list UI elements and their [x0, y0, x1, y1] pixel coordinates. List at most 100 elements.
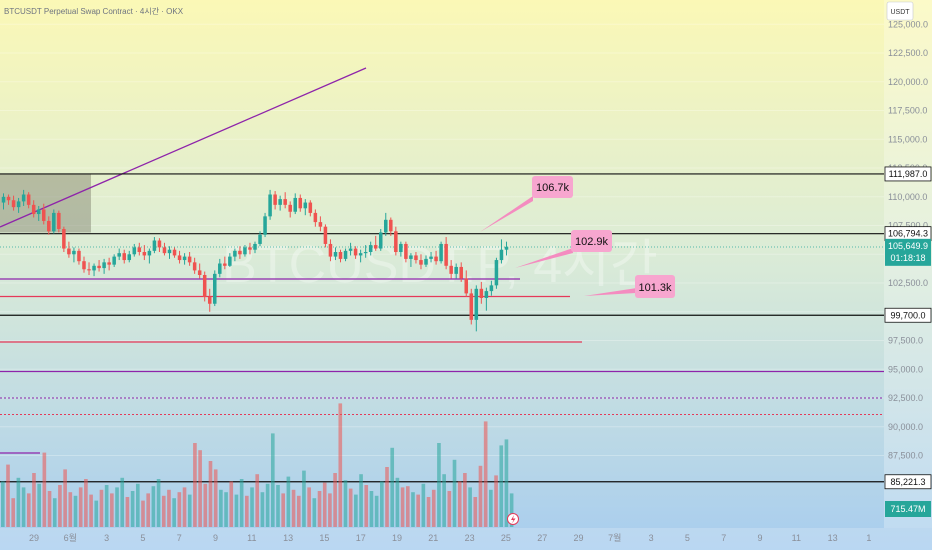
volume-bar: [99, 489, 104, 527]
countdown-label: 01:18:18: [890, 253, 925, 263]
volume-bar: [208, 461, 213, 527]
volume-bar: [47, 491, 52, 527]
currency-badge[interactable]: [886, 1, 914, 21]
price-tick-label: 122,500.0: [888, 48, 928, 58]
level-lines[interactable]: [0, 173, 884, 483]
candle-body: [57, 212, 61, 229]
volume-bar: [328, 493, 332, 527]
candle-body: [293, 197, 297, 212]
volume-bar: [63, 469, 67, 527]
volume-bar: [307, 487, 311, 527]
volume-bar: [364, 485, 369, 527]
volume-bar: [400, 487, 405, 527]
candle-body: [72, 250, 76, 255]
time-tick-label: 9: [757, 533, 762, 543]
volume-bar: [452, 459, 457, 527]
volume-bar: [203, 483, 208, 527]
candle-body: [238, 250, 242, 255]
time-tick-label: 29: [573, 533, 583, 543]
volume-bar: [504, 439, 509, 527]
callouts[interactable]: 106.7k 102.9k 101.3k: [480, 176, 675, 298]
currency-label: USDT: [890, 9, 910, 16]
volume-bar: [135, 483, 140, 527]
volume-bar: [426, 497, 431, 527]
price-axis[interactable]: USDT 125,000.0 122,500.0 120,000.0 117,500.…: [884, 0, 932, 528]
volume-bar: [161, 495, 166, 527]
candle-body: [26, 194, 31, 205]
volume-bar: [509, 493, 514, 527]
svg-text:101.3k: 101.3k: [638, 282, 672, 294]
candle-body: [343, 250, 348, 259]
time-axis[interactable]: 29 6월 3 5 7 9 11 13 15 17 19 21 23 25 27 29 7월 3 5 7 9 11 13 1: [0, 528, 932, 550]
volume-bar: [239, 479, 244, 527]
current-price-label: 105,649.9: [888, 241, 928, 251]
candle-body: [318, 222, 323, 227]
candle-body: [41, 209, 46, 221]
volume-bar: [73, 495, 78, 527]
time-tick-label: 7: [177, 533, 182, 543]
time-tick-label: 11: [247, 533, 256, 543]
candle-body: [273, 194, 277, 205]
volume-bar: [447, 491, 452, 527]
volume-bar: [431, 489, 436, 527]
volume-bar: [125, 497, 130, 527]
callout-102-9k[interactable]: 102.9k: [515, 230, 612, 268]
volume-bar: [281, 493, 285, 527]
time-tick-label: 25: [501, 533, 511, 543]
price-tick-label: 125,000.0: [888, 19, 928, 29]
candle-body: [414, 255, 418, 261]
candle-body: [449, 265, 453, 274]
candle-body: [303, 202, 308, 209]
level-price-label: 85,221.3: [890, 477, 925, 487]
volume-badge: [885, 501, 931, 517]
callout-101-3k[interactable]: 101.3k: [584, 275, 675, 298]
volume-bar: [390, 447, 395, 527]
candle-body: [338, 252, 343, 259]
grid-lines: [0, 23, 884, 457]
candle-body: [444, 243, 448, 266]
candle-body: [308, 202, 313, 213]
candle-body: [439, 243, 443, 262]
candle-body: [47, 220, 51, 232]
candle-body: [434, 256, 438, 262]
volume-bar: [52, 498, 57, 527]
volume-bar: [94, 500, 99, 527]
volume-bar: [494, 475, 498, 527]
candle-body: [167, 249, 172, 254]
candlesticks: [1, 189, 509, 332]
candle-body: [248, 247, 252, 250]
volume-bar: [130, 491, 135, 527]
trendlines[interactable]: [0, 67, 367, 228]
time-tick-label: 15: [319, 533, 329, 543]
candle-body: [288, 204, 292, 212]
candle-body: [323, 226, 328, 244]
candle-body: [31, 204, 36, 215]
callout-106-7k[interactable]: 106.7k: [480, 176, 573, 232]
price-tick-label: 95,000.0: [888, 364, 923, 374]
volume-bar: [104, 485, 109, 527]
candle-body: [278, 199, 282, 205]
volume-bar: [229, 481, 234, 527]
candle-body: [207, 296, 212, 304]
candle-body: [6, 196, 11, 201]
flash-icon[interactable]: [507, 513, 519, 525]
candle-body: [378, 232, 383, 249]
volume-bar: [405, 486, 410, 527]
price-tick-label: 117,500.0: [888, 106, 927, 116]
candle-body: [172, 249, 177, 256]
trendline-purple-upper[interactable]: [0, 67, 367, 228]
candle-body: [459, 266, 463, 279]
volume-bar: [250, 487, 254, 527]
volume-bar: [1, 481, 5, 527]
volume-bar: [32, 473, 36, 527]
volume-bar: [416, 494, 420, 527]
candle-body: [494, 260, 499, 286]
candle-body: [202, 275, 207, 297]
extra-lines[interactable]: [0, 246, 884, 454]
candle-body: [122, 253, 126, 261]
candle-body: [112, 256, 116, 265]
candle-body: [192, 262, 197, 271]
volume-bar: [312, 498, 317, 527]
candle-body: [389, 219, 393, 232]
